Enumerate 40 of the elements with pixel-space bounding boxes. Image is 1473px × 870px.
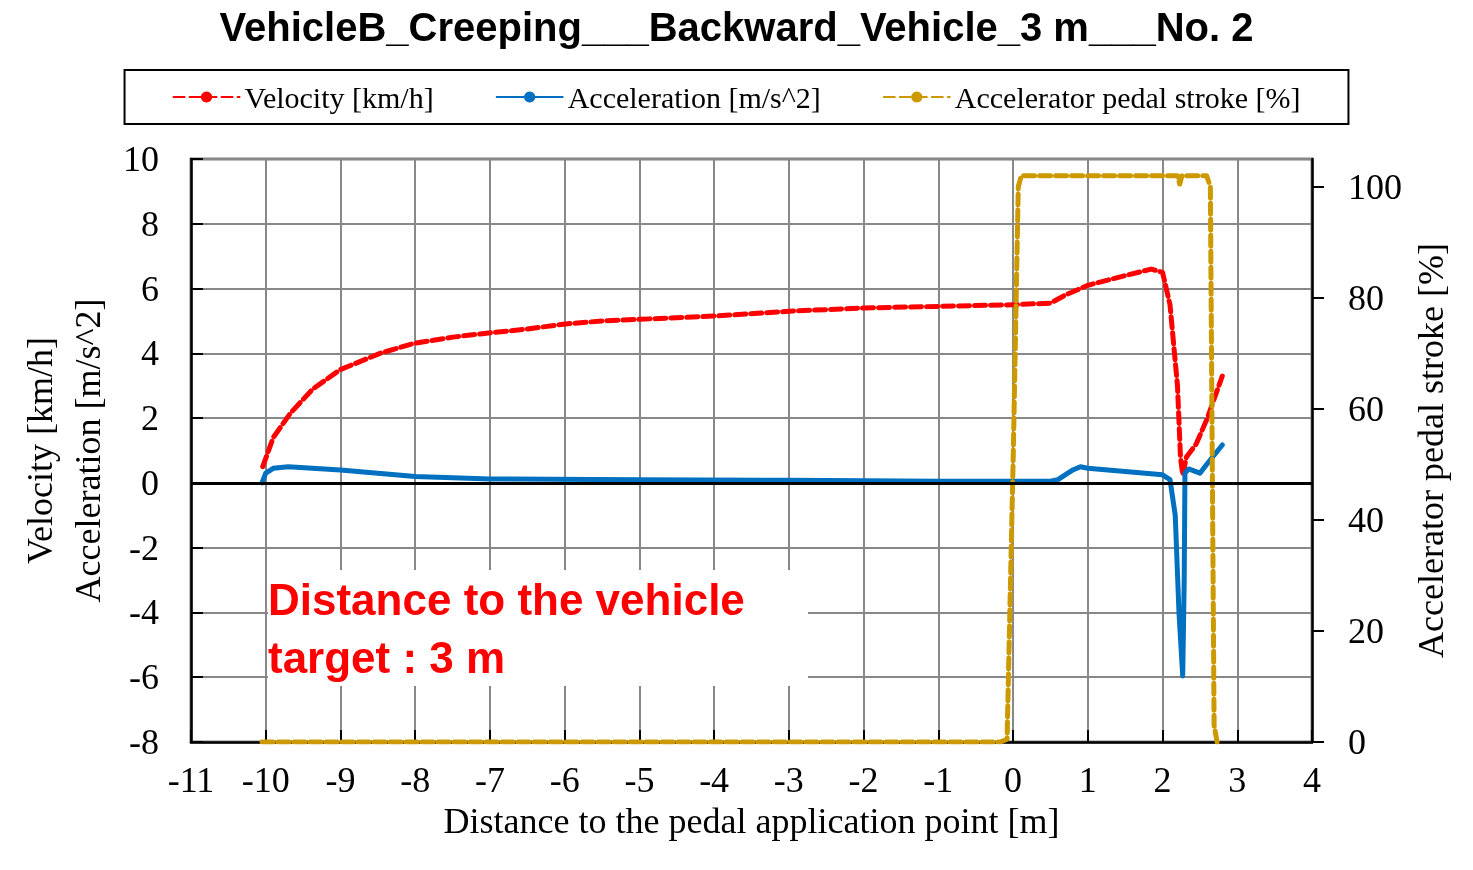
x-tick-label: -9 <box>325 760 356 800</box>
y2-tick-label: 60 <box>1348 388 1384 429</box>
y2-tick-label: 20 <box>1348 610 1384 651</box>
y2-tick-label: 100 <box>1348 166 1402 207</box>
legend-label: Velocity [km/h] <box>244 80 434 114</box>
chart-title: VehicleB_Creeping___Backward_Vehicle_3 m___No. 2 <box>219 5 1254 49</box>
x-tick-label: -3 <box>773 760 804 800</box>
x-tick-label: 0 <box>1004 760 1023 800</box>
y-tick-label: 6 <box>141 268 159 309</box>
y-axis-title: Velocity [km/h] Acceleration [m/s^2] <box>20 298 109 603</box>
x-tick-label: -8 <box>400 760 431 800</box>
y-tick-label: -2 <box>129 527 159 568</box>
y-tick-label: -4 <box>129 592 159 633</box>
x-tick-label: -7 <box>474 760 505 800</box>
y-tick-label: 2 <box>141 398 159 439</box>
x-tick-label: 2 <box>1153 760 1172 800</box>
annotation: Distance to the vehicle target : 3 m <box>268 574 758 682</box>
y-tick-label: 8 <box>141 203 159 244</box>
y2-tick-label: 80 <box>1348 277 1384 318</box>
x-tick-label: -2 <box>848 760 879 800</box>
x-tick-label: 3 <box>1228 760 1247 800</box>
y2-tick-label: 40 <box>1348 499 1384 540</box>
y-tick-label: 0 <box>141 462 159 503</box>
x-tick-label: -10 <box>241 760 290 800</box>
x-tick-label: -4 <box>699 760 730 800</box>
x-tick-label: -1 <box>923 760 954 800</box>
legend-label: Acceleration [m/s^2] <box>567 80 821 114</box>
x-tick-label: -11 <box>167 760 215 800</box>
legend-label: Accelerator pedal stroke [%] <box>954 80 1301 114</box>
y-tick-label: -6 <box>129 657 159 698</box>
x-axis-title: Distance to the pedal application point [m] <box>443 800 1060 841</box>
y-tick-label: 4 <box>141 333 159 374</box>
y-tick-label: -8 <box>129 722 159 762</box>
y-tick-label: 10 <box>123 139 159 179</box>
y2-tick-label: 0 <box>1348 722 1366 762</box>
y2-axis-title: Accelerator pedal stroke [%] <box>1410 243 1451 658</box>
x-tick-label: 4 <box>1303 760 1321 800</box>
x-tick-label: -6 <box>549 760 580 800</box>
x-tick-label: 1 <box>1078 760 1097 800</box>
x-tick-label: -5 <box>624 760 655 800</box>
